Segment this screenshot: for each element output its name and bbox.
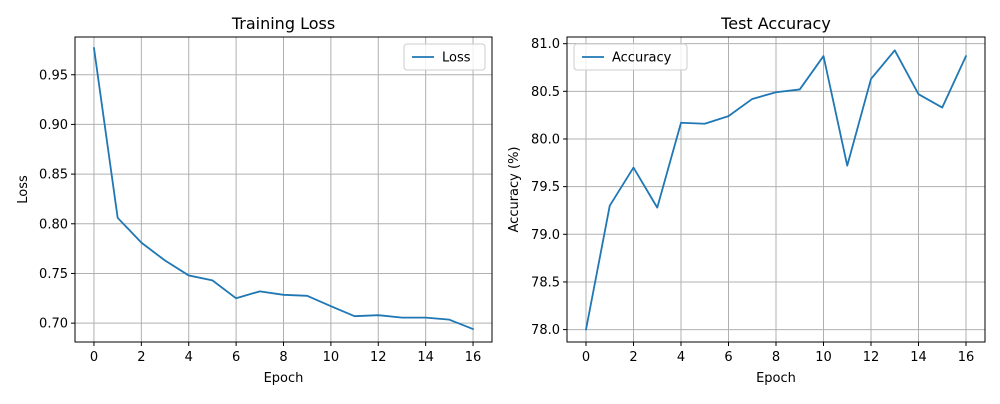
x-tick-label: 2	[629, 350, 637, 365]
x-tick-label: 4	[677, 350, 685, 365]
legend-box	[403, 43, 486, 71]
y-tick-label: 79.5	[531, 180, 560, 195]
y-tick-label: 81.0	[531, 37, 560, 52]
y-tick-label: 0.75	[39, 267, 68, 282]
series-line-loss	[93, 47, 474, 330]
y-tick-label: 78.5	[531, 275, 560, 290]
x-tick-label: 12	[370, 350, 387, 365]
x-tick-label: 10	[323, 350, 340, 365]
x-tick-label: 14	[417, 350, 434, 365]
y-tick-label: 80.0	[531, 132, 560, 147]
x-tick-label: 8	[279, 350, 287, 365]
legend-label: Accuracy	[612, 51, 672, 66]
chart-title: Training Loss	[231, 14, 335, 33]
legend-box	[573, 43, 688, 71]
x-tick-label: 6	[724, 350, 732, 365]
x-tick-label: 16	[958, 350, 975, 365]
x-tick-label: 14	[910, 350, 927, 365]
y-tick-label: 0.90	[39, 118, 68, 133]
y-tick-label: 80.5	[531, 85, 560, 100]
x-tick-label: 0	[90, 350, 98, 365]
x-tick-label: 6	[232, 350, 240, 365]
y-tick-label: 0.70	[39, 317, 68, 332]
y-axis-label: Loss	[16, 175, 31, 204]
y-tick-label: 79.0	[531, 228, 560, 243]
x-tick-label: 2	[137, 350, 145, 365]
y-tick-label: 0.95	[39, 68, 68, 83]
test-accuracy-chart: 0 2 4 6 8 10 12 14 16 78.0 78.5 79.0 79.5 80.0 80.5 81.…	[507, 14, 986, 386]
training-loss-chart: 0 2 4 6 8 10 12 14 16 0.70 0.75 0.80 0.85 0.90 0.95 Tra…	[16, 14, 493, 386]
y-tick-label: 0.80	[39, 217, 68, 232]
y-tick-label: 78.0	[531, 323, 560, 338]
x-tick-label: 4	[185, 350, 193, 365]
x-axis-label: Epoch	[264, 371, 304, 386]
y-axis-label: Accuracy (%)	[507, 147, 522, 233]
x-tick-label: 0	[582, 350, 590, 365]
x-tick-label: 10	[815, 350, 832, 365]
series-line-accuracy	[585, 49, 967, 331]
x-axis-label: Epoch	[756, 371, 796, 386]
chart-title: Test Accuracy	[720, 14, 831, 33]
x-tick-label: 16	[465, 350, 482, 365]
legend-label: Loss	[442, 51, 471, 66]
x-tick-label: 12	[863, 350, 880, 365]
x-tick-label: 8	[772, 350, 780, 365]
y-tick-label: 0.85	[39, 168, 68, 183]
